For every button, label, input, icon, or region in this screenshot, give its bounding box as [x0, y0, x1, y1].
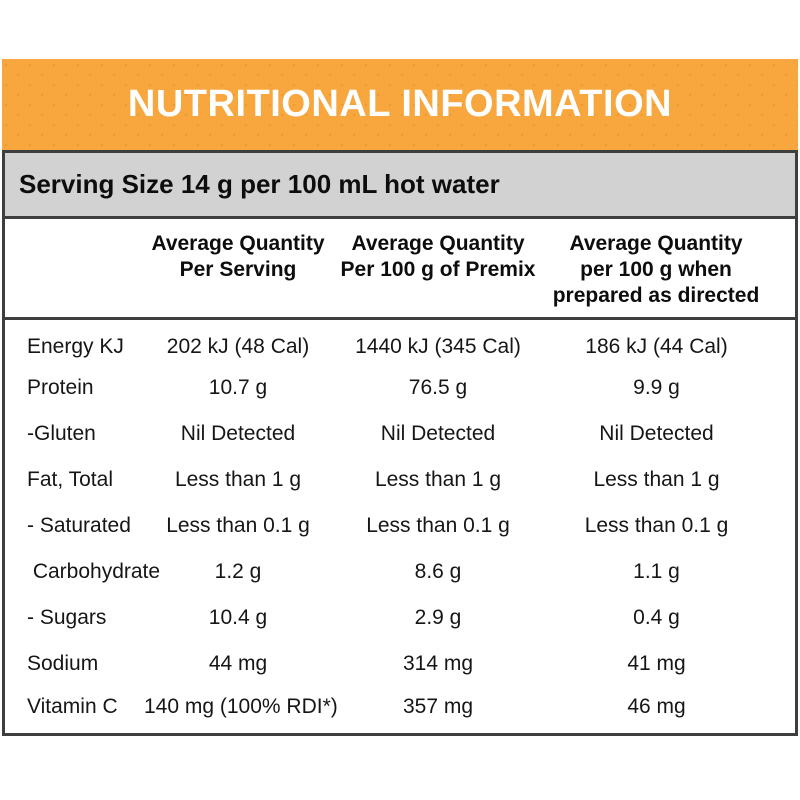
row-value-per_100g_prepared: Less than 0.1 g: [584, 513, 729, 537]
header-per-serving: Average Quantity Per Serving: [143, 219, 333, 320]
row-value-per_serving: 202 kJ (48 Cal): [166, 334, 310, 358]
row-value-per_100g_premix: 76.5 g: [408, 375, 468, 399]
row-value-per_serving: Less than 1 g: [174, 467, 302, 491]
table-row: - Saturated Less than 0.1 g Less than 0.1 …: [5, 503, 795, 549]
row-label: Sodium: [27, 651, 99, 675]
row-value-per_100g_premix: 8.6 g: [414, 559, 462, 583]
row-value-per_100g_premix: Less than 0.1 g: [366, 513, 510, 537]
row-value-per_serving: 140 mg (100% RDI*): [144, 695, 338, 718]
row-label: - Sugars: [27, 605, 107, 629]
row-value-per_100g_prepared: 186 kJ (44 Cal): [585, 334, 728, 358]
table-row: Sodium 44 mg 314 mg 41 mg: [5, 641, 795, 687]
table-row: Vitamin C 140 mg (100% RDI*) 357 mg 46 mg: [5, 687, 795, 733]
nutrition-table-container: Average Quantity Per Serving Average Qua…: [2, 216, 798, 736]
table-row: Fat, Total Less than 1 g Less than 1 g Less…: [5, 457, 795, 503]
row-label: Protein: [27, 375, 94, 399]
row-value-per_serving: 10.7 g: [208, 375, 268, 399]
row-label: -Gluten: [27, 421, 96, 445]
row-value-per_serving: Less than 0.1 g: [166, 513, 310, 537]
nutrition-table-header: Average Quantity Per Serving Average Qua…: [5, 219, 795, 320]
row-value-per_100g_premix: 2.9 g: [414, 605, 462, 629]
row-label: Vitamin C: [27, 695, 118, 718]
row-value-per_100g_premix: 314 mg: [402, 651, 474, 675]
row-value-per_100g_prepared: 9.9 g: [633, 375, 680, 399]
header-per-100g-prepared: Average Quantity per 100 g when prepared…: [543, 219, 795, 320]
row-value-per_100g_prepared: Less than 1 g: [593, 467, 720, 491]
serving-size-text: Serving Size 14 g per 100 mL hot water: [19, 169, 500, 199]
table-row: Energy KJ 202 kJ (48 Cal) 1440 kJ (345 Cal…: [5, 319, 795, 365]
row-value-per_100g_prepared: Nil Detected: [599, 421, 714, 445]
row-value-per_100g_prepared: 46 mg: [627, 695, 686, 718]
row-value-per_serving: 10.4 g: [208, 605, 268, 629]
row-value-per_100g_premix: 357 mg: [402, 695, 474, 718]
row-value-per_100g_premix: Less than 1 g: [374, 467, 502, 491]
table-row: Carbohydrate 1.2 g 8.6 g 1.1 g: [5, 549, 795, 595]
row-label: Energy KJ: [27, 334, 124, 358]
nutrition-table: Average Quantity Per Serving Average Qua…: [5, 219, 795, 733]
banner-title: NUTRITIONAL INFORMATION: [127, 83, 673, 125]
row-value-per_100g_premix: Nil Detected: [380, 421, 496, 445]
row-label: Fat, Total: [27, 467, 113, 491]
row-value-per_100g_prepared: 0.4 g: [633, 605, 680, 629]
row-value-per_serving: Nil Detected: [180, 421, 296, 445]
row-label: - Saturated: [27, 513, 131, 537]
serving-size-bar: Serving Size 14 g per 100 mL hot water: [2, 150, 798, 216]
header-per-100g-premix: Average Quantity Per 100 g of Premix: [333, 219, 543, 320]
row-value-per_serving: 44 mg: [208, 651, 268, 675]
header-row: Average Quantity Per Serving Average Qua…: [5, 219, 795, 320]
row-value-per_100g_prepared: 1.1 g: [633, 559, 680, 583]
header-label-column: [5, 219, 143, 320]
table-row: Protein 10.7 g 76.5 g 9.9 g: [5, 365, 795, 411]
table-row: -Gluten Nil Detected Nil Detected Nil Detec…: [5, 411, 795, 457]
table-row: - Sugars 10.4 g 2.9 g 0.4 g: [5, 595, 795, 641]
row-value-per_serving: 1.2 g: [214, 559, 262, 583]
banner: NUTRITIONAL INFORMATION: [2, 59, 798, 150]
nutrition-table-body: Energy KJ 202 kJ (48 Cal) 1440 kJ (345 Cal…: [5, 319, 795, 733]
row-value-per_100g_premix: 1440 kJ (345 Cal): [355, 334, 521, 358]
row-label: Carbohydrate: [27, 559, 161, 583]
row-value-per_100g_prepared: 41 mg: [627, 651, 686, 675]
